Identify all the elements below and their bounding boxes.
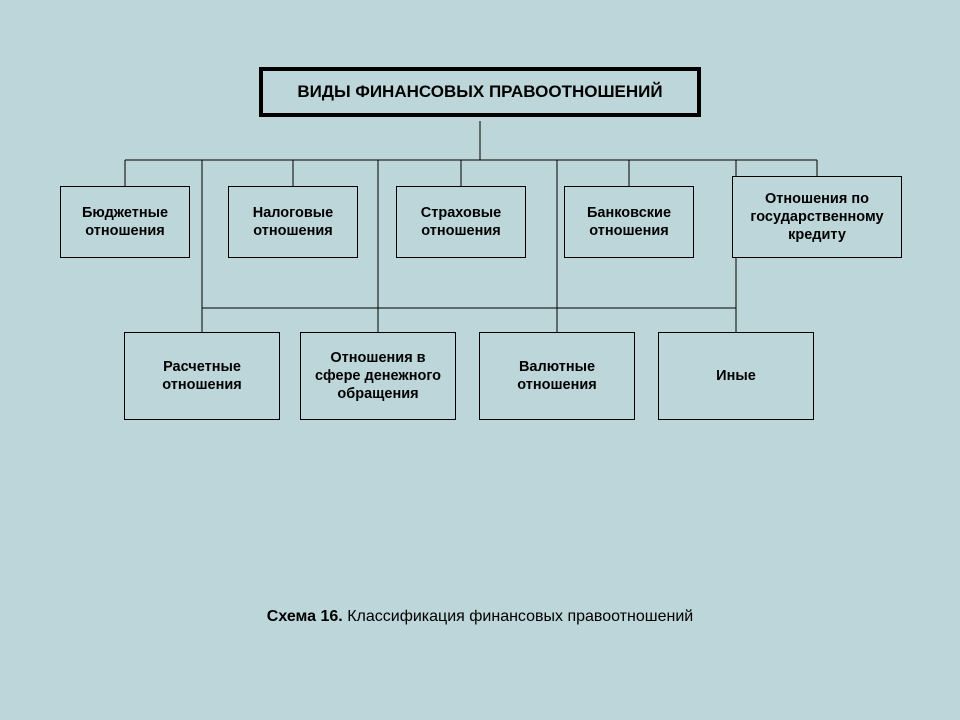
row2-box-2: Валютные отношения bbox=[479, 332, 635, 420]
row2-label-0: Расчетные отношения bbox=[131, 358, 273, 394]
row1-label-4: Отношения по государствен­ному кредиту bbox=[739, 190, 895, 244]
row2-label-1: Отношения в сфере денежного обращения bbox=[307, 349, 449, 403]
row2-label-2: Валютные отношения bbox=[486, 358, 628, 394]
row1-label-3: Банковские отношения bbox=[571, 204, 687, 240]
row2-label-3: Иные bbox=[716, 367, 756, 385]
row1-box-0: Бюджетные отношения bbox=[60, 186, 190, 258]
caption-text: Классификация финансовых правоотношений bbox=[347, 608, 693, 625]
title-text: ВИДЫ ФИНАНСОВЫХ ПРАВООТНОШЕНИЙ bbox=[297, 81, 662, 102]
diagram-stage: ВИДЫ ФИНАНСОВЫХ ПРАВООТНОШЕНИЙ Схема 16.… bbox=[0, 0, 960, 720]
row2-box-1: Отношения в сфере денежного обращения bbox=[300, 332, 456, 420]
row1-label-0: Бюджетные отношения bbox=[67, 204, 183, 240]
row2-box-0: Расчетные отношения bbox=[124, 332, 280, 420]
title-box: ВИДЫ ФИНАНСОВЫХ ПРАВООТНОШЕНИЙ bbox=[259, 67, 701, 117]
row1-box-3: Банковские отношения bbox=[564, 186, 694, 258]
row1-label-1: Налоговые отношения bbox=[235, 204, 351, 240]
row1-box-1: Налоговые отношения bbox=[228, 186, 358, 258]
row1-box-2: Страховые отношения bbox=[396, 186, 526, 258]
row2-box-3: Иные bbox=[658, 332, 814, 420]
row1-box-4: Отношения по государствен­ному кредиту bbox=[732, 176, 902, 258]
row1-label-2: Страховые отношения bbox=[403, 204, 519, 240]
caption: Схема 16. Классификация финансовых право… bbox=[0, 608, 960, 626]
caption-prefix: Схема 16. bbox=[267, 608, 343, 625]
